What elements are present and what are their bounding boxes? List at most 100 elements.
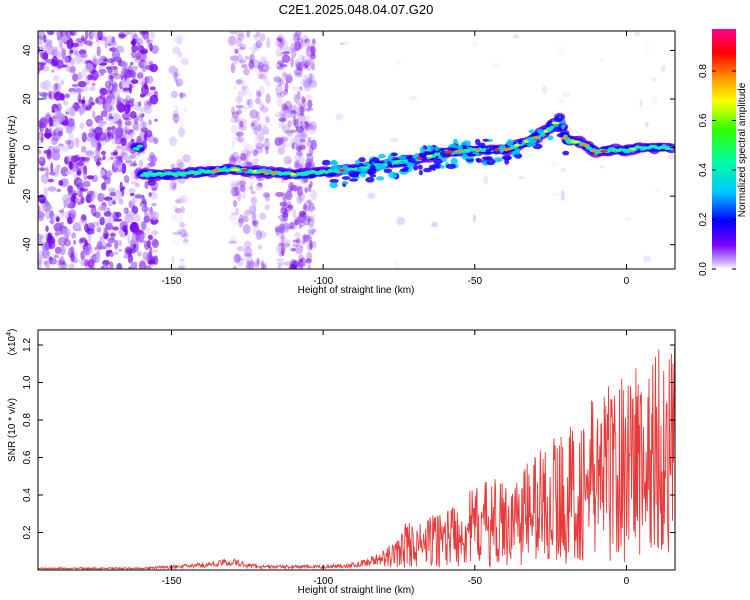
heatmap-cell <box>282 223 290 230</box>
heatmap-cell <box>179 227 187 238</box>
heatmap-cell <box>391 152 398 157</box>
heatmap-cell <box>252 50 256 55</box>
heatmap-cell <box>132 125 136 131</box>
heatmap-cell <box>286 130 293 137</box>
heatmap-cell <box>123 117 131 121</box>
heatmap-cell <box>171 239 181 245</box>
heatmap-cell <box>395 159 399 163</box>
heatmap-cell <box>341 176 351 180</box>
heatmap-cell <box>233 192 241 196</box>
heatmap-cell <box>277 147 285 156</box>
heatmap-cell <box>172 113 180 123</box>
heatmap-cell <box>243 68 250 76</box>
heatmap-cell <box>81 99 86 104</box>
heatmap-cell <box>228 240 238 244</box>
heatmap-cell <box>52 116 58 122</box>
heatmap-cell <box>172 110 178 119</box>
heatmap-cell <box>55 81 59 93</box>
snr-frame <box>37 329 676 571</box>
heatmap-cell <box>298 219 306 228</box>
heatmap-cell <box>114 56 122 60</box>
heatmap-cell <box>242 160 251 167</box>
heatmap-cell <box>141 113 145 118</box>
heatmap-cell <box>71 155 79 163</box>
heatmap-cell <box>304 107 314 111</box>
heatmap-cell <box>643 147 646 150</box>
heatmap-cell <box>403 166 409 171</box>
heatmap-cell <box>147 234 153 240</box>
heatmap-cell <box>120 61 129 67</box>
heatmap-cell <box>233 266 238 269</box>
heatmap-cell <box>128 188 136 194</box>
heatmap-cell <box>303 179 309 184</box>
heatmap-cell <box>184 172 188 175</box>
heatmap-cell <box>248 204 257 214</box>
heatmap-cell <box>258 85 265 95</box>
heatmap-cell <box>281 71 287 76</box>
heatmap-cell <box>91 82 96 87</box>
heatmap-cell <box>99 216 105 226</box>
heatmap-cell <box>111 124 115 135</box>
heatmap-cell <box>260 259 265 266</box>
heatmap-cell <box>264 204 271 211</box>
heatmap-cell <box>298 192 306 202</box>
heatmap-cell <box>472 40 478 48</box>
heatmap-cell <box>283 209 289 215</box>
heatmap-cell <box>100 110 108 118</box>
heatmap-cell <box>83 246 90 256</box>
heatmap-cell <box>252 225 260 236</box>
heatmap-cell <box>77 178 84 187</box>
heatmap-cell <box>172 102 178 109</box>
heatmap-cell <box>277 265 282 269</box>
heatmap-cell <box>257 61 264 73</box>
heatmap-cell <box>127 156 134 160</box>
heatmap-cell <box>325 170 328 174</box>
heatmap-cell <box>51 214 57 221</box>
heatmap-cell <box>281 212 289 219</box>
heatmap-cell <box>62 194 71 204</box>
heatmap-cell <box>235 95 243 104</box>
heatmap-hotspot <box>270 171 278 175</box>
colorbar-tick-label: 0.2 <box>698 212 709 226</box>
heatmap-cell <box>624 216 631 221</box>
heatmap-cell <box>41 248 50 259</box>
heatmap-cell <box>81 214 87 221</box>
heatmap-cell <box>101 150 106 156</box>
heatmap-cell <box>121 48 125 53</box>
heatmap-cell <box>291 142 295 150</box>
heatmap-cell <box>259 230 267 239</box>
heatmap-cell <box>387 154 393 161</box>
heatmap-cell <box>247 179 256 185</box>
heatmap-cell <box>142 251 148 257</box>
heatmap-cell <box>123 73 128 80</box>
heatmap-cell <box>280 179 287 183</box>
heatmap-cell <box>203 171 207 174</box>
heatmap-cell <box>87 154 96 159</box>
heatmap-cell <box>335 170 338 173</box>
heatmap-cell <box>276 96 283 108</box>
heatmap-cell <box>96 250 101 261</box>
heatmap-cell <box>69 107 76 116</box>
heatmap-cell <box>309 145 314 156</box>
heatmap-cell <box>154 118 159 122</box>
heatmap-cell <box>226 169 229 172</box>
heatmap-cell <box>40 44 47 54</box>
heatmap-cell <box>99 194 106 198</box>
heatmap-cell <box>261 126 270 135</box>
heatmap-cell <box>230 65 236 73</box>
heatmap-cell <box>143 215 151 223</box>
heatmap-cell <box>278 262 282 267</box>
heatmap-cell <box>307 99 313 109</box>
heatmap-cell <box>127 253 134 264</box>
heatmap-cell <box>288 246 293 253</box>
heatmap-hotspot <box>513 144 520 147</box>
heatmap-cell <box>239 180 247 187</box>
heatmap-cell <box>483 175 489 185</box>
heatmap-cell <box>254 219 260 225</box>
heatmap-cell <box>67 139 75 150</box>
heatmap-cell <box>138 159 144 168</box>
heatmap-cell <box>242 224 251 234</box>
heatmap-cell <box>47 148 51 158</box>
heatmap-cell <box>310 139 317 150</box>
heatmap-cell <box>64 139 72 145</box>
